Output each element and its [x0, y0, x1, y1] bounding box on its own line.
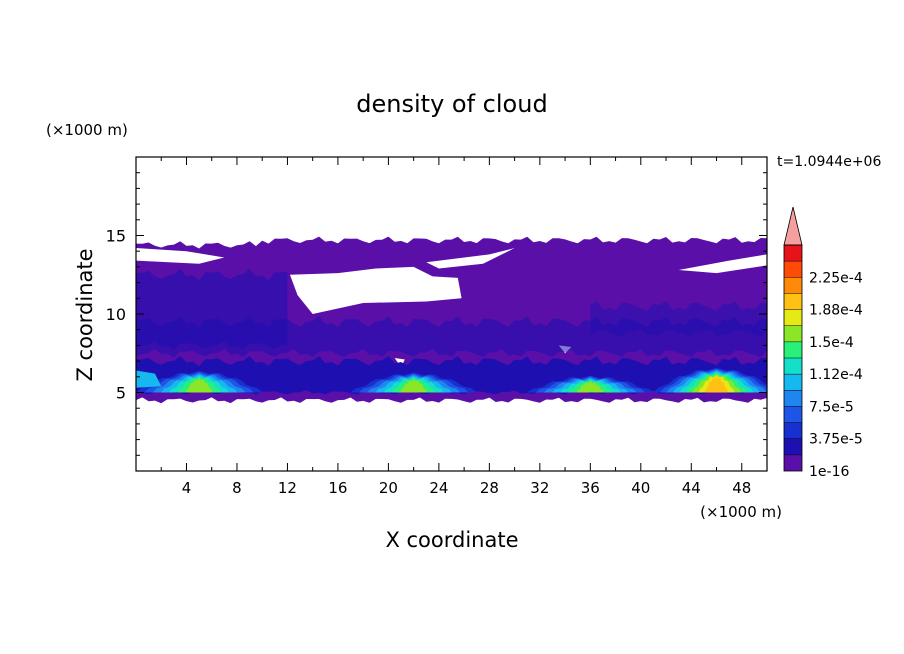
x-tick-label: 8	[232, 479, 242, 497]
colorbar-swatch	[784, 277, 802, 294]
x-tick-label: 28	[480, 479, 499, 497]
core-1-level-7	[400, 378, 427, 393]
clear-gap-3	[678, 254, 767, 274]
x-tick-label: 24	[429, 479, 448, 497]
colorbar-overflow-arrow	[783, 206, 803, 246]
clear-gap-0	[136, 248, 225, 264]
clear-gap-2	[426, 248, 515, 269]
colorbar-label: 1.12e-4	[809, 367, 863, 383]
colorbar-swatch	[784, 422, 802, 439]
colorbar-swatch	[784, 341, 802, 358]
colorbar-swatch	[784, 245, 802, 262]
colorbar-swatch	[784, 374, 802, 391]
colorbar-label: 1e-16	[809, 464, 849, 480]
core-0-level-7	[185, 377, 213, 393]
x-tick-label: 32	[530, 479, 549, 497]
x-tick-label: 20	[379, 479, 398, 497]
y-axis-label: Z coordinate	[73, 248, 97, 381]
x-axis: 4 8 12 16 20 24 28 32 36 40 44 48	[160, 157, 751, 497]
y-axis: 5 10 15	[106, 172, 767, 456]
y-tick-label: 10	[106, 305, 126, 324]
x-unit-label: (×1000 m)	[700, 503, 782, 521]
edge-core	[136, 370, 162, 388]
colorbar-swatch	[784, 325, 802, 342]
colorbar-swatch	[784, 390, 802, 407]
x-tick-label: 4	[182, 479, 192, 497]
x-tick-label: 40	[631, 479, 650, 497]
x-tick-label: 16	[328, 479, 347, 497]
density-field	[136, 236, 767, 404]
clear-gap-1	[289, 266, 462, 314]
y-unit-label: (×1000 m)	[46, 121, 128, 139]
stratified-band-2	[590, 300, 767, 337]
colorbar-label: 1.88e-4	[809, 303, 863, 319]
colorbar-swatch	[784, 293, 802, 310]
colorbar-swatch	[784, 358, 802, 375]
y-tick-label: 15	[106, 227, 126, 246]
colorbar-swatch	[784, 309, 802, 326]
colorbar-label: 3.75e-5	[809, 432, 863, 448]
colorbar-swatch	[784, 261, 802, 278]
colorbar-label: 7.5e-5	[809, 399, 854, 415]
colorbar-swatch	[784, 406, 802, 423]
colorbar-swatch	[784, 438, 802, 455]
core-3-level-9	[705, 376, 728, 393]
time-label: t=1.0944e+06	[777, 154, 881, 170]
colorbar: 1e-16 3.75e-5 7.5e-5 1.12e-4 1.5e-4 1.88e-4 2.…	[783, 206, 863, 480]
colorbar-swatch	[784, 454, 802, 471]
x-tick-label: 12	[278, 479, 297, 497]
y-tick-label: 5	[116, 384, 126, 403]
x-tick-label: 44	[682, 479, 701, 497]
x-tick-label: 48	[732, 479, 751, 497]
colorbar-label: 2.25e-4	[809, 270, 863, 286]
chart-title: density of cloud	[356, 90, 547, 118]
core-2-level-7	[577, 380, 604, 393]
x-tick-label: 36	[581, 479, 600, 497]
x-axis-label: X coordinate	[385, 528, 518, 552]
colorbar-label: 1.5e-4	[809, 335, 854, 351]
